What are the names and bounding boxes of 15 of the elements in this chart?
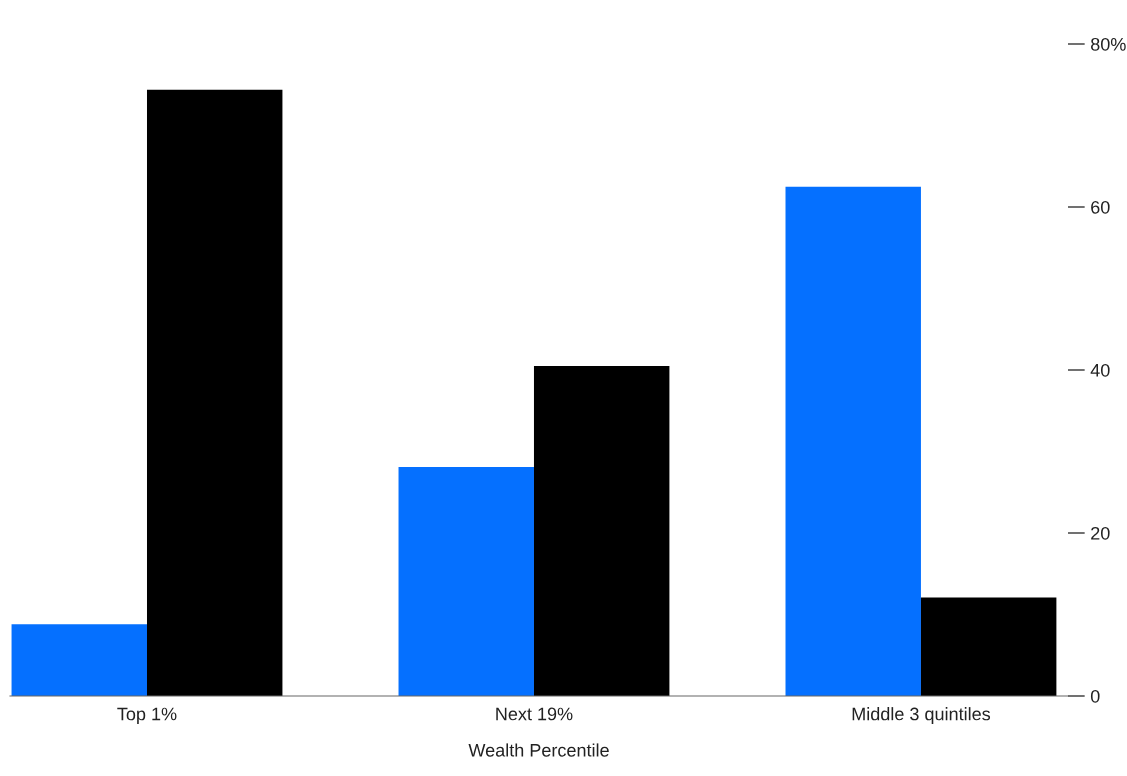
x-axis-title: Wealth Percentile	[468, 743, 609, 757]
y-tick-label: 20	[1091, 526, 1110, 540]
bar	[785, 186, 921, 696]
x-tick-label: Next 19%	[496, 707, 573, 721]
bar	[920, 597, 1057, 696]
x-tick-label: Middle 3 quintiles	[852, 707, 991, 724]
bar	[146, 89, 283, 696]
y-tick-label: 80%	[1091, 37, 1126, 51]
y-tick-label: 0	[1090, 689, 1100, 703]
bar	[398, 466, 534, 696]
x-tick-label: Top 1%	[117, 707, 177, 724]
y-tick-label: 60	[1091, 200, 1110, 214]
bar	[533, 365, 670, 696]
y-tick-label: 40	[1090, 363, 1110, 377]
bar	[11, 624, 147, 696]
